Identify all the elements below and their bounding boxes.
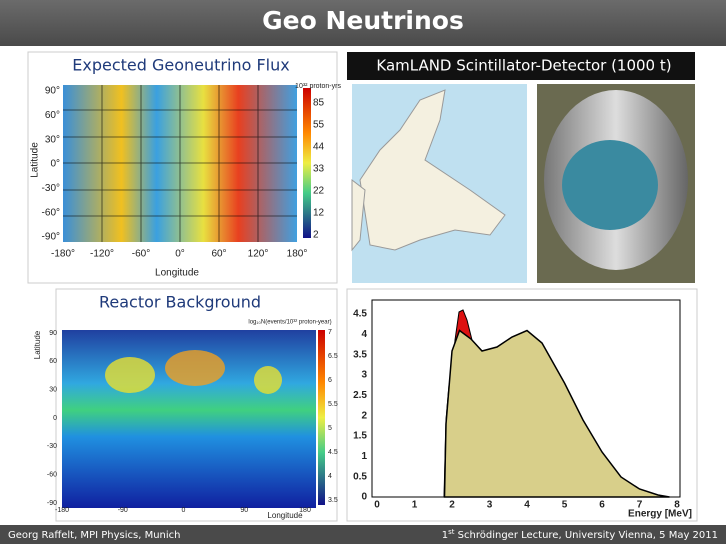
y-tick-label: 4 (361, 329, 367, 340)
footer-left: Georg Raffelt, MPI Physics, Munich (8, 530, 180, 541)
colorbar-label: 55 (313, 120, 325, 131)
map-grid (63, 85, 297, 242)
x-tick-label: -90 (118, 507, 128, 514)
title-bar (0, 0, 726, 46)
colorbar-label: 5.5 (328, 401, 338, 408)
y-tick-label: 30° (45, 134, 60, 145)
colorbar-title: log₁₀N(events/10³² proton-year) (248, 320, 331, 326)
hotspot (254, 366, 282, 394)
detector-core (562, 140, 658, 230)
y-tick-label: 1 (361, 451, 367, 462)
y-tick-label: 3 (361, 370, 367, 381)
colorbar-label: 6.5 (328, 353, 338, 360)
land (351, 178, 366, 252)
y-tick-label: 2 (361, 410, 367, 421)
y-tick-label: 90 (49, 330, 57, 337)
colorbar-label: 85 (313, 98, 325, 109)
axis-label: Latitude (30, 142, 41, 178)
colorbar-label: 6 (328, 377, 332, 384)
y-tick-label: 0° (50, 159, 60, 170)
y-tick-label: 90° (45, 86, 60, 97)
x-tick-label: 0 (374, 500, 380, 511)
hotspot (165, 350, 225, 386)
x-tick-label: 0° (175, 249, 185, 260)
y-tick-label: -90 (47, 500, 57, 507)
x-tick-label: 6 (599, 500, 605, 511)
x-tick-label: -120° (90, 249, 114, 260)
y-tick-label: 4.5 (353, 309, 367, 320)
colorbar-label: 5 (328, 425, 332, 432)
footer-number: 1 (442, 530, 448, 541)
y-tick-label: 30 (49, 387, 57, 394)
y-tick-label: -90° (42, 232, 60, 243)
x-tick-label: 1 (412, 500, 418, 511)
plot-frame (371, 299, 681, 498)
colorbar-label: 22 (313, 186, 325, 197)
colorbar-label: 12 (313, 208, 325, 219)
x-tick-label: 0 (182, 507, 186, 514)
x-tick-label: 3 (487, 500, 493, 511)
x-tick-label: 2 (449, 500, 455, 511)
x-tick-label: 4 (524, 500, 530, 511)
colorbar-label: 3.5 (328, 497, 338, 504)
colorbar-label: 7 (328, 329, 332, 336)
caption: Expected Geoneutrino Flux (72, 56, 289, 75)
y-tick-label: -60 (47, 472, 57, 479)
footer-bar (0, 525, 726, 544)
x-tick-label: 180 (299, 507, 311, 514)
colorbar (303, 88, 311, 238)
colorbar-label: 4.5 (328, 449, 338, 456)
colorbar-label: 2 (313, 230, 319, 241)
x-tick-label: -180 (55, 507, 69, 514)
y-tick-label: -30 (47, 443, 57, 450)
land (359, 89, 506, 251)
x-tick-label: 7 (637, 500, 643, 511)
axis-label: Latitude (33, 330, 42, 359)
colorbar (318, 330, 325, 505)
y-tick-label: 0 (361, 492, 367, 503)
slide-title: Geo Neutrinos (262, 6, 464, 35)
hotspot (105, 357, 155, 393)
axis-label: Longitude (155, 268, 199, 279)
x-tick-label: -60° (132, 249, 150, 260)
x-tick-label: -180° (51, 249, 75, 260)
axis-label: Energy [MeV] (628, 509, 692, 520)
y-tick-label: 1.5 (353, 431, 367, 442)
y-tick-label: 2.5 (353, 390, 367, 401)
colorbar-unit: 10³² proton-yrs (295, 83, 341, 90)
caption: Reactor Background (99, 293, 261, 312)
axis-label: Longitude (267, 511, 303, 520)
x-tick-label: 5 (562, 500, 568, 511)
footer-right: 1st Schrödinger Lecture, University Vien… (442, 528, 718, 541)
colorbar-label: 33 (313, 164, 325, 175)
footer-sup: st (448, 528, 455, 536)
x-tick-label: 60° (211, 249, 226, 260)
x-tick-label: 120° (248, 249, 269, 260)
y-tick-label: 60° (45, 110, 60, 121)
x-tick-label: 180° (287, 249, 308, 260)
caption-bar (347, 52, 695, 80)
colorbar-label: 44 (313, 142, 325, 153)
y-tick-label: 3.5 (353, 349, 367, 360)
geo-spectrum (443, 329, 670, 498)
y-tick-label: 60 (49, 358, 57, 365)
x-tick-label: 8 (674, 500, 680, 511)
colorbar-label: 4 (328, 473, 332, 480)
y-tick-label: -60° (42, 207, 60, 218)
y-tick-label: 0 (53, 415, 57, 422)
footer-text: Schrödinger Lecture, University Vienna, … (454, 530, 718, 541)
x-tick-label: 90 (240, 507, 248, 514)
y-tick-label: 0.5 (353, 471, 367, 482)
y-tick-label: -30° (42, 183, 60, 194)
caption: KamLAND Scintillator-Detector (1000 t) (376, 57, 671, 75)
